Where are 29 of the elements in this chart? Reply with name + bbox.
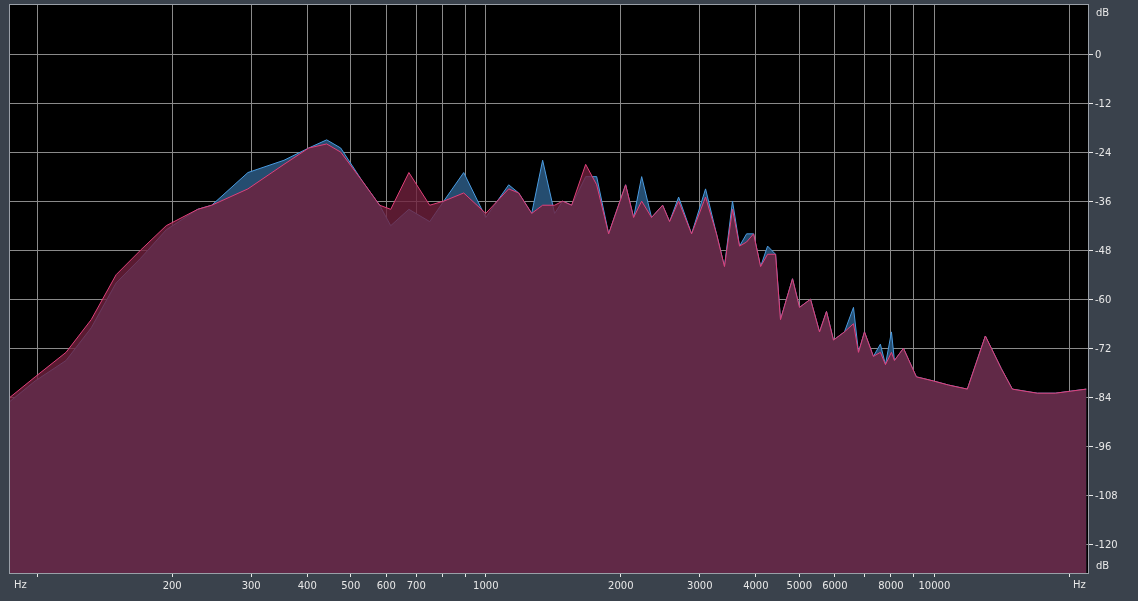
x-tick-label: 4000 [743, 580, 769, 591]
y-axis-title: dB [1096, 7, 1110, 18]
y-tick-label: -48 [1095, 244, 1112, 256]
x-tick-label: 3000 [687, 580, 713, 591]
y-tick-label: -108 [1095, 489, 1118, 501]
text: dB [1096, 560, 1110, 571]
y-tick-label: -24 [1095, 146, 1112, 158]
y-tick-label: -60 [1095, 293, 1112, 305]
y-tick-label: -96 [1095, 440, 1112, 452]
y-tick-label: -120 [1095, 538, 1118, 550]
y-tick-label: -72 [1095, 342, 1112, 354]
x-tick-label: 2000 [608, 580, 634, 591]
y-tick-label: -12 [1095, 97, 1112, 109]
x-tick-label: 1000 [473, 580, 499, 591]
y-tick-label: -36 [1095, 195, 1112, 207]
y-tick-label: 0 [1095, 48, 1102, 60]
x-tick-label: 6000 [822, 580, 848, 591]
x-tick-label: 700 [406, 580, 426, 591]
text: Hz [1073, 579, 1086, 590]
x-tick-label: 400 [297, 580, 317, 591]
x-tick-label: 500 [341, 580, 361, 591]
x-axis-title: Hz [14, 579, 27, 590]
y-tick-label: -84 [1095, 391, 1112, 403]
x-tick-label: 10000 [918, 580, 951, 591]
x-tick-label: 5000 [786, 580, 813, 591]
x-tick-label: 8000 [878, 580, 904, 591]
x-tick-label: 300 [241, 580, 261, 591]
x-tick-label: 600 [376, 580, 396, 591]
x-tick-label: 200 [162, 580, 182, 591]
